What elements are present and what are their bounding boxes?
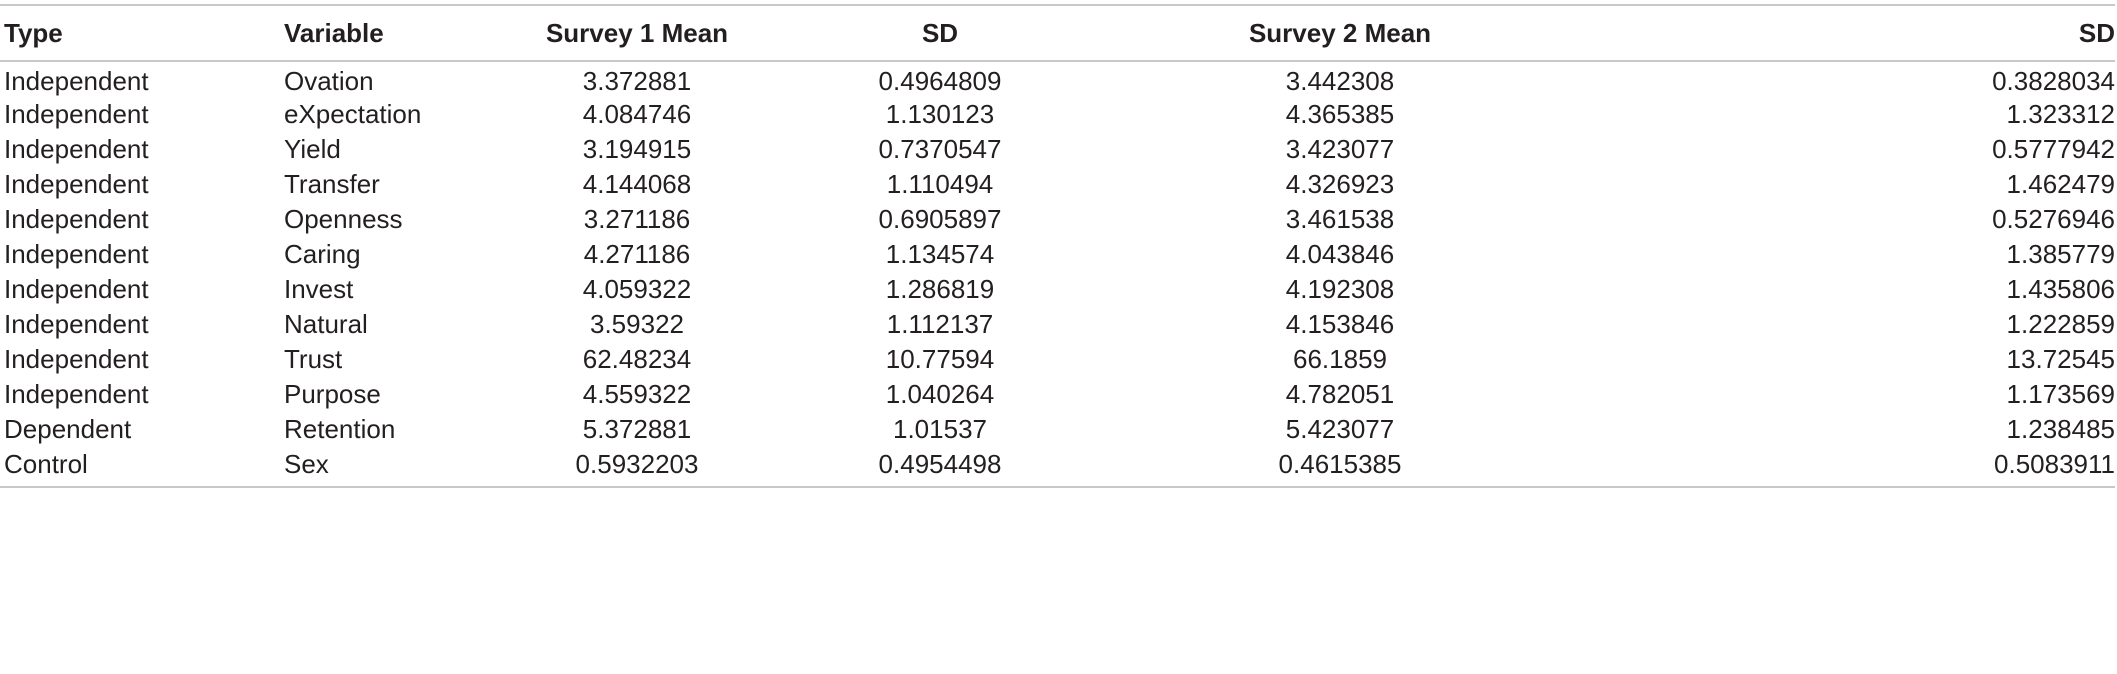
- table-row: Dependent Retention 5.372881 1.01537 5.42307…: [0, 412, 2115, 447]
- table-row: Independent Trust 62.48234 10.77594 66.1859 1…: [0, 342, 2115, 377]
- cell-type: Independent: [4, 99, 149, 129]
- column-header-survey2-mean: Survey 2 Mean: [1248, 17, 1432, 48]
- cell-survey1-sd: 0.4964809: [878, 66, 1002, 96]
- cell-variable: Openness: [284, 204, 403, 234]
- cell-type: Independent: [4, 204, 149, 234]
- table-row: Independent Invest 4.059322 1.286819 4.19230…: [0, 272, 2115, 307]
- cell-variable: Sex: [284, 449, 329, 479]
- cell-survey2-mean: 5.423077: [1285, 414, 1395, 444]
- cell-variable: Ovation: [284, 66, 374, 96]
- cell-variable: Caring: [284, 239, 361, 269]
- table-body: Independent Ovation 3.372881 0.4964809 3.442…: [0, 61, 2115, 487]
- cell-survey2-mean: 66.1859: [1293, 344, 1387, 374]
- cell-type: Independent: [4, 309, 149, 339]
- column-header-type: Type: [4, 17, 63, 48]
- cell-survey1-mean: 4.144068: [582, 169, 692, 199]
- table-row: Independent eXpectation 4.084746 1.130123 4.…: [0, 97, 2115, 132]
- column-header-survey1-sd: SD: [921, 17, 959, 48]
- column-header-variable: Variable: [284, 17, 384, 48]
- cell-type: Independent: [4, 344, 149, 374]
- cell-survey1-sd: 0.4954498: [878, 449, 1002, 479]
- cell-survey2-mean: 4.153846: [1285, 309, 1395, 339]
- cell-variable: Purpose: [284, 379, 381, 409]
- cell-survey2-mean: 4.043846: [1285, 239, 1395, 269]
- table-header-row: Type Variable Survey 1 Mean SD Survey 2 …: [0, 5, 2115, 61]
- cell-survey2-sd: 1.435806: [2006, 274, 2115, 304]
- cell-variable: Transfer: [284, 169, 380, 199]
- table-row: Independent Openness 3.271186 0.6905897 3.46…: [0, 202, 2115, 237]
- cell-variable: Natural: [284, 309, 368, 339]
- cell-survey1-mean: 4.559322: [582, 379, 692, 409]
- table-row: Independent Purpose 4.559322 1.040264 4.7820…: [0, 377, 2115, 412]
- cell-survey1-sd: 10.77594: [885, 344, 995, 374]
- cell-variable: eXpectation: [284, 99, 422, 129]
- cell-survey1-sd: 1.110494: [886, 169, 994, 199]
- cell-type: Independent: [4, 134, 149, 164]
- cell-survey2-sd: 0.5276946: [1992, 204, 2115, 234]
- table-row: Independent Caring 4.271186 1.134574 4.04384…: [0, 237, 2115, 272]
- cell-survey2-sd: 0.5083911: [1994, 449, 2115, 479]
- cell-survey1-sd: 1.040264: [885, 379, 995, 409]
- cell-survey2-mean: 3.442308: [1285, 66, 1395, 96]
- cell-survey2-sd: 1.323312: [2006, 99, 2115, 129]
- cell-survey2-sd: 1.462479: [2006, 169, 2115, 199]
- table-row: Independent Transfer 4.144068 1.110494 4.326…: [0, 167, 2115, 202]
- column-header-survey1-mean: Survey 1 Mean: [545, 17, 729, 48]
- cell-variable: Trust: [284, 344, 343, 374]
- cell-survey1-mean: 4.084746: [582, 99, 692, 129]
- cell-variable: Retention: [284, 414, 396, 444]
- column-header-survey2-sd: SD: [2078, 17, 2115, 48]
- cell-survey2-sd: 1.222859: [2006, 309, 2115, 339]
- cell-survey2-mean: 3.461538: [1285, 204, 1395, 234]
- cell-survey1-mean: 3.271186: [583, 204, 691, 234]
- cell-survey1-mean: 4.059322: [582, 274, 692, 304]
- survey-statistics-table: Type Variable Survey 1 Mean SD Survey 2 …: [0, 4, 2115, 488]
- cell-type: Independent: [4, 66, 149, 96]
- cell-type: Control: [4, 449, 88, 479]
- cell-survey2-mean: 4.192308: [1285, 274, 1395, 304]
- cell-survey1-sd: 1.130123: [885, 99, 995, 129]
- cell-type: Independent: [4, 379, 149, 409]
- cell-survey2-sd: 0.3828034: [1992, 66, 2115, 96]
- cell-survey1-sd: 1.112137: [886, 309, 994, 339]
- cell-survey1-mean: 3.59322: [590, 309, 684, 339]
- cell-survey2-sd: 0.5777942: [1992, 134, 2115, 164]
- table-row: Independent Yield 3.194915 0.7370547 3.42307…: [0, 132, 2115, 167]
- cell-survey2-mean: 3.423077: [1285, 134, 1395, 164]
- cell-survey2-mean: 4.782051: [1285, 379, 1395, 409]
- cell-survey1-sd: 1.286819: [885, 274, 995, 304]
- cell-variable: Invest: [284, 274, 354, 304]
- cell-survey1-mean: 5.372881: [582, 414, 692, 444]
- cell-survey1-mean: 62.48234: [582, 344, 692, 374]
- cell-survey1-mean: 3.194915: [582, 134, 692, 164]
- table-row: Control Sex 0.5932203 0.4954498 0.4615385 0.5…: [0, 447, 2115, 487]
- cell-survey2-sd: 1.238485: [2006, 414, 2115, 444]
- cell-survey1-sd: 0.7370547: [878, 134, 1002, 164]
- statistics-table-container: Type Variable Survey 1 Mean SD Survey 2 …: [0, 4, 2115, 488]
- cell-type: Independent: [4, 239, 149, 269]
- cell-survey1-mean: 0.5932203: [575, 449, 699, 479]
- cell-survey1-sd: 1.01537: [893, 414, 987, 444]
- cell-survey2-sd: 1.173569: [2006, 379, 2115, 409]
- cell-survey2-sd: 1.385779: [2006, 239, 2115, 269]
- table-row: Independent Ovation 3.372881 0.4964809 3.442…: [0, 61, 2115, 97]
- cell-type: Independent: [4, 169, 149, 199]
- cell-survey2-mean: 0.4615385: [1278, 449, 1402, 479]
- cell-survey1-sd: 1.134574: [885, 239, 995, 269]
- cell-survey2-mean: 4.326923: [1285, 169, 1395, 199]
- cell-type: Dependent: [4, 414, 132, 444]
- cell-variable: Yield: [284, 134, 341, 164]
- cell-type: Independent: [4, 274, 149, 304]
- cell-survey2-sd: 13.72545: [2006, 344, 2115, 374]
- cell-survey2-mean: 4.365385: [1285, 99, 1395, 129]
- cell-survey1-sd: 0.6905897: [878, 204, 1002, 234]
- table-row: Independent Natural 3.59322 1.112137 4.15384…: [0, 307, 2115, 342]
- cell-survey1-mean: 3.372881: [582, 66, 692, 96]
- cell-survey1-mean: 4.271186: [583, 239, 691, 269]
